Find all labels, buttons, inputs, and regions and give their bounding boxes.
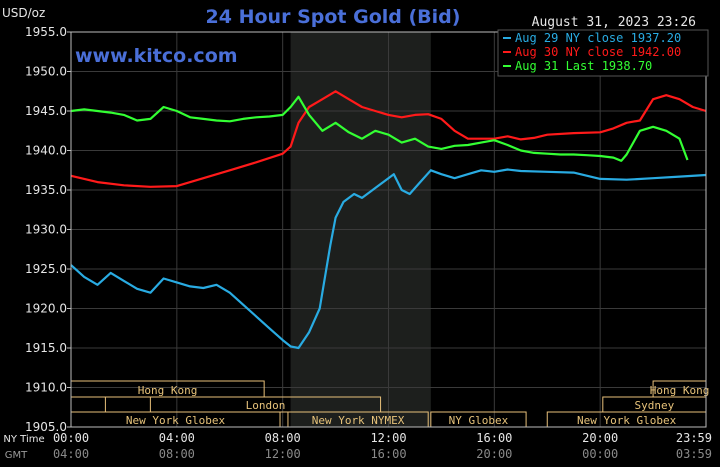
legend-entry: Aug 29 NY close 1937.20 [515, 31, 681, 45]
y-tick-label: 1920.0 [25, 302, 67, 316]
session-label: New York Globex [577, 414, 677, 427]
ny-time-label: NY Time [3, 434, 44, 445]
price-series [70, 90, 707, 350]
x-tick-label-ny: 04:00 [159, 431, 195, 445]
session-label: Sydney [635, 399, 675, 412]
session-label: New York NYMEX [312, 414, 405, 427]
y-tick-label: 1925.0 [25, 262, 67, 276]
legend-box [497, 29, 709, 77]
session-label: Hong Kong [650, 384, 710, 397]
session-label: Hong Kong [138, 384, 198, 397]
x-tick-label-ny: 12:00 [370, 431, 406, 445]
unit-label: USD/oz [2, 6, 45, 20]
y-tick-label: 1935.0 [25, 183, 67, 197]
x-tick-label-gmt: 20:00 [476, 447, 512, 461]
x-tick-label-gmt: 08:00 [159, 447, 195, 461]
axes: 1955.0 1950.0 1945.0 1940.0 1935.0 1930.0 1925… [25, 25, 707, 434]
session-label: NY Globex [449, 414, 509, 427]
session-label: New York Globex [126, 414, 226, 427]
y-tick-label: 1915.0 [25, 341, 67, 355]
y-tick-label: 1950.0 [25, 65, 67, 79]
series-line-3 [70, 95, 689, 162]
chart-title: 24 Hour Spot Gold (Bid) [206, 6, 461, 28]
timestamp: August 31, 2023 23:26 [532, 15, 696, 30]
gmt-label: GMT [5, 450, 28, 461]
y-tick-label: 1955.0 [25, 25, 67, 39]
y-tick-label: 1910.0 [25, 381, 67, 395]
x-tick-label-ny: 00:00 [53, 431, 89, 445]
x-tick-label-gmt: 00:00 [582, 447, 618, 461]
y-tick-label: 1945.0 [25, 104, 67, 118]
x-tick-label-gmt: 12:00 [265, 447, 301, 461]
x-tick-label-ny: 20:00 [582, 431, 618, 445]
watermark: www.kitco.com [75, 45, 238, 67]
x-tick-label-ny: 23:59 [676, 431, 712, 445]
series-line-2 [70, 90, 707, 188]
x-tick-label-gmt: 16:00 [370, 447, 406, 461]
x-axis-labels: NY Time GMT 00:00 04:00 04:00 08:00 08:00 12:… [3, 431, 712, 461]
series-line-1 [70, 168, 707, 350]
x-tick-label-ny: 08:00 [265, 431, 301, 445]
x-tick-label-ny: 16:00 [476, 431, 512, 445]
x-tick-label-gmt: 03:59 [676, 447, 712, 461]
y-tick-label: 1940.0 [25, 144, 67, 158]
x-tick-label-gmt: 04:00 [53, 447, 89, 461]
legend-entry: Aug 31 Last 1938.70 [515, 59, 652, 73]
session-label: London [246, 399, 286, 412]
legend-entry: Aug 30 NY close 1942.00 [515, 45, 681, 59]
y-tick-label: 1905.0 [25, 420, 67, 434]
y-tick-label: 1930.0 [25, 223, 67, 237]
